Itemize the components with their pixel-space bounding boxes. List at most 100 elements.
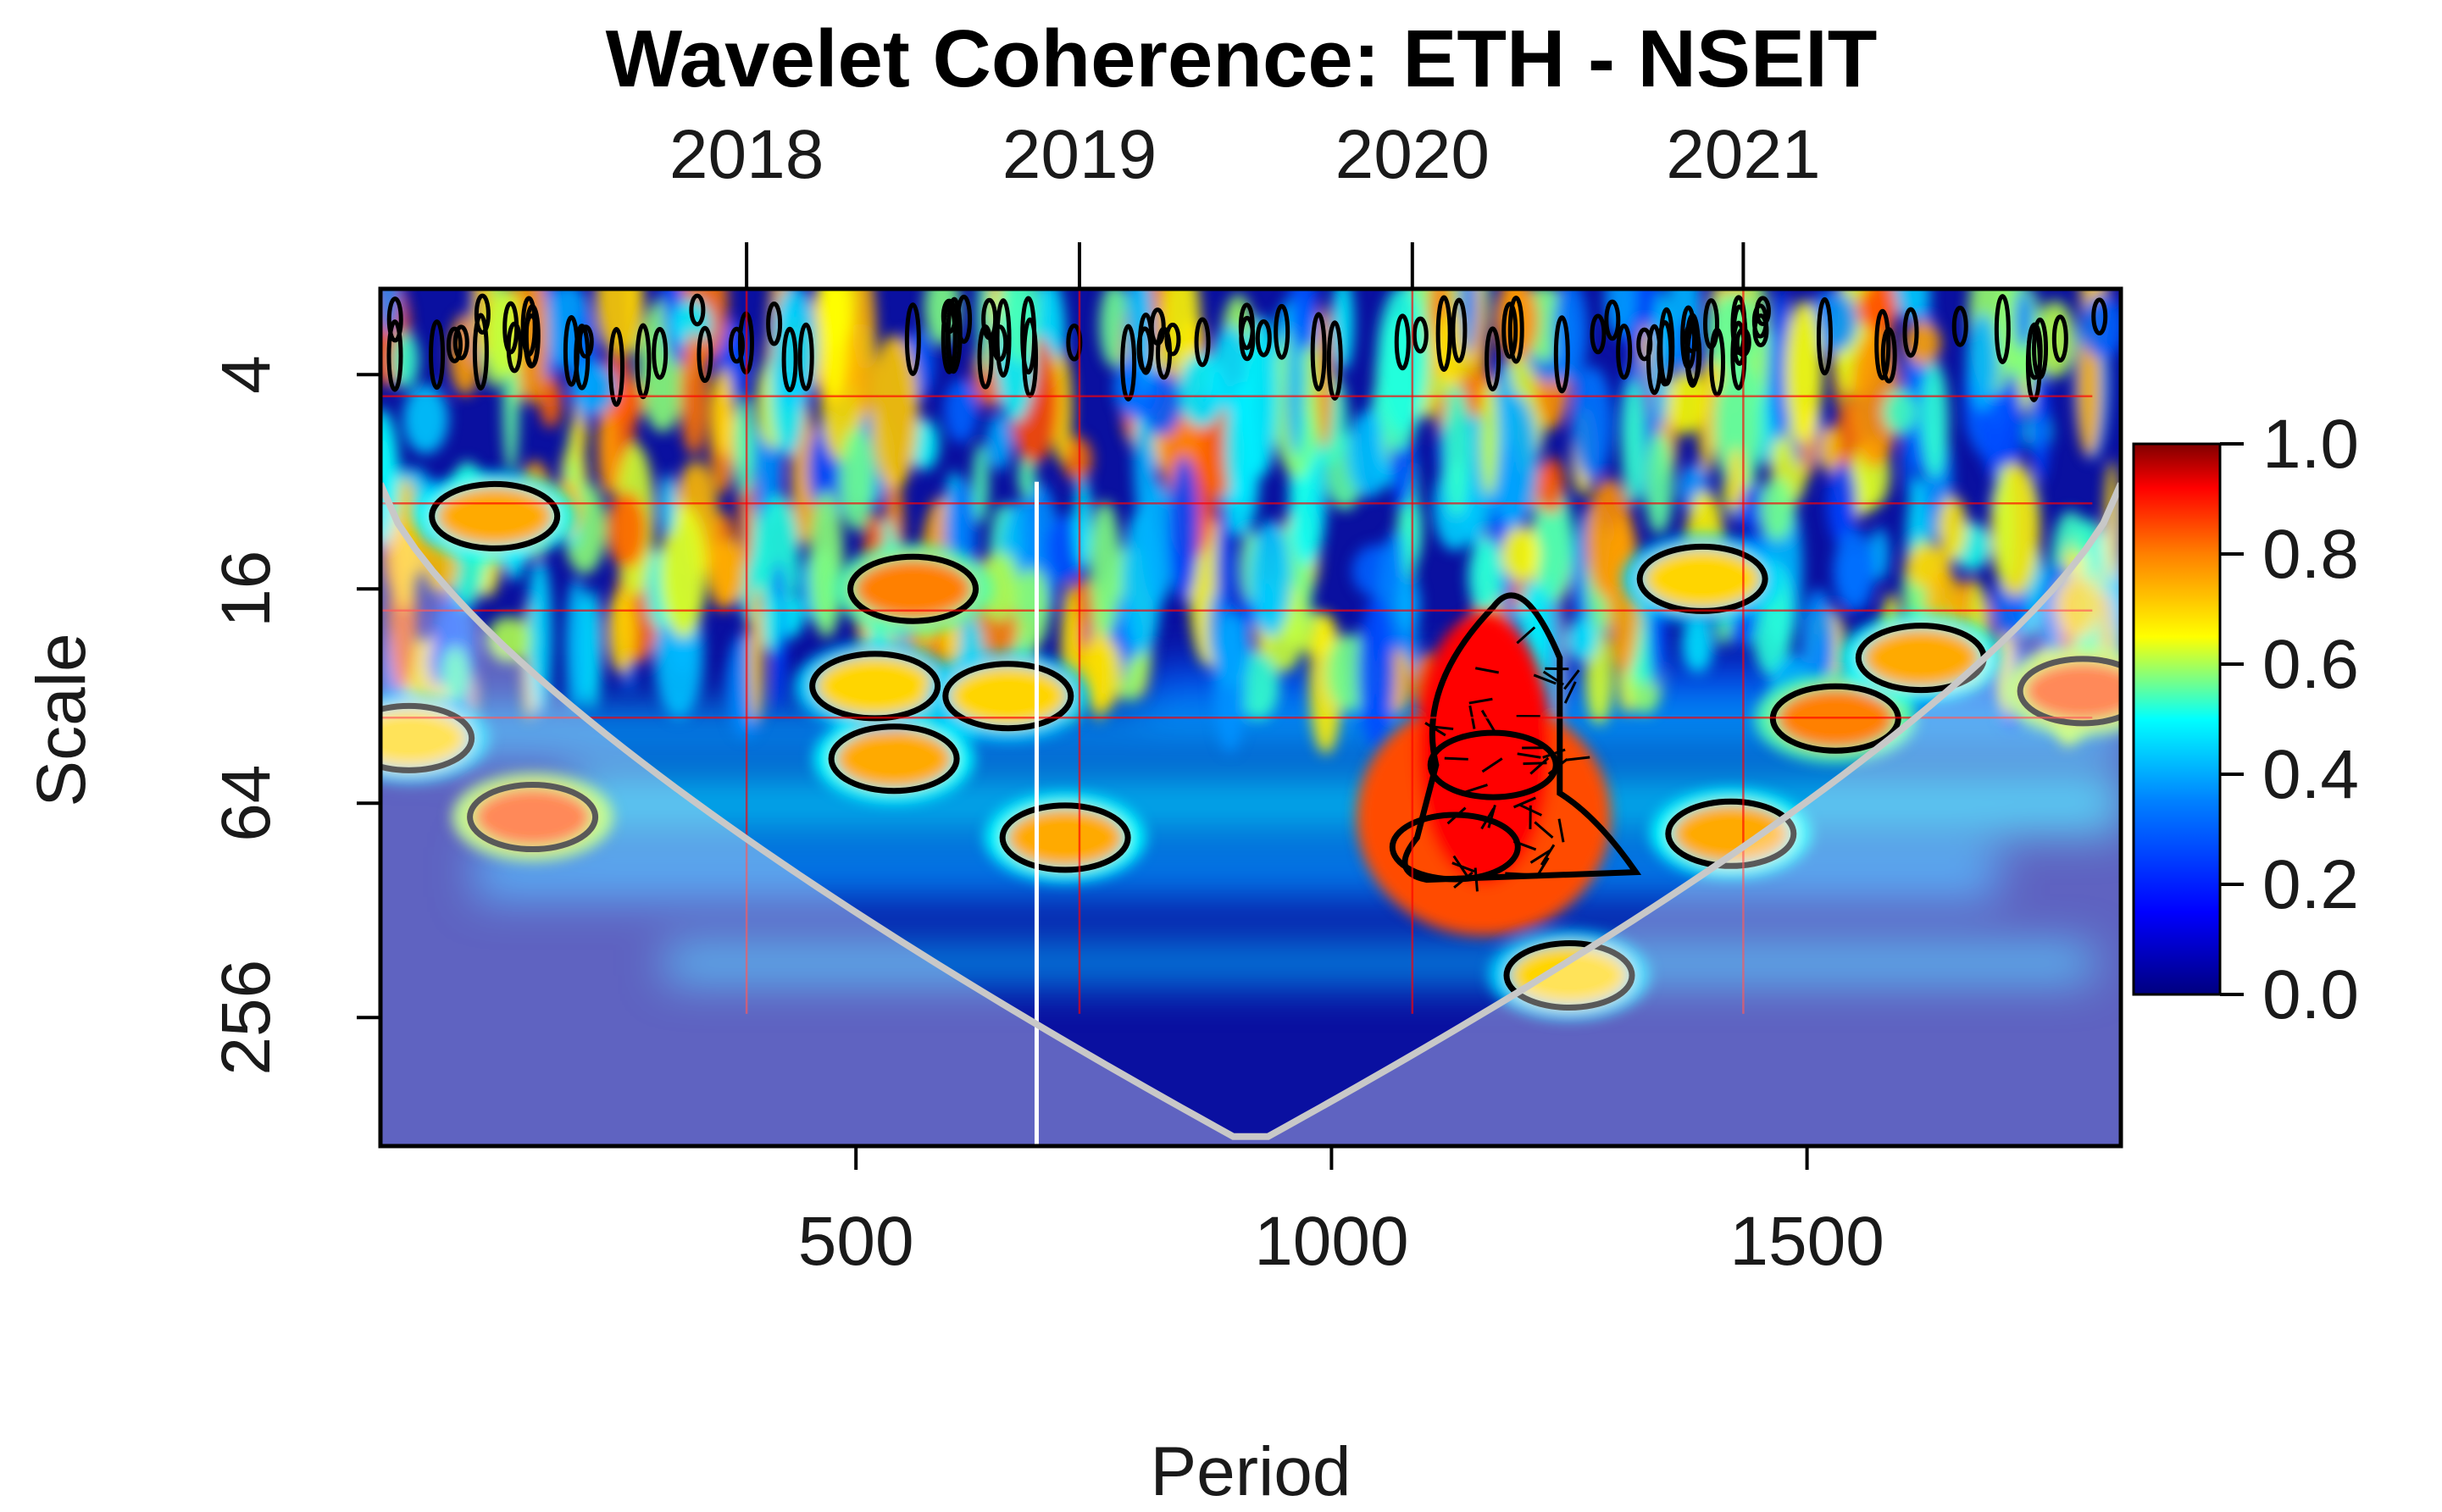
phase-arrow bbox=[1480, 709, 1496, 732]
significance-contour bbox=[1427, 729, 1559, 800]
speckle bbox=[1479, 382, 1499, 496]
speckle bbox=[1168, 456, 1200, 602]
speckle bbox=[944, 379, 979, 443]
speckle bbox=[972, 443, 989, 524]
speckle bbox=[1537, 457, 1565, 514]
phase-arrow bbox=[1468, 697, 1493, 705]
island-core bbox=[1643, 548, 1762, 610]
contour-streak bbox=[1752, 313, 1769, 347]
speckle bbox=[1346, 410, 1393, 498]
speckle bbox=[1904, 320, 1941, 366]
contour-streak bbox=[1137, 313, 1154, 375]
contour-streak bbox=[1658, 307, 1675, 386]
x-tick-label-1500: 1500 bbox=[1729, 1203, 1884, 1280]
island-core bbox=[435, 485, 554, 547]
colorbar-tick-label-0.8: 0.8 bbox=[2262, 516, 2359, 593]
colorbar-tick-label-1.0: 1.0 bbox=[2262, 406, 2359, 483]
coherence-band bbox=[665, 945, 2093, 980]
phase-arrow bbox=[1481, 757, 1503, 773]
phase-arrow bbox=[1563, 681, 1577, 704]
contour-streak bbox=[2032, 317, 2049, 380]
contour-streak bbox=[1394, 313, 1411, 371]
phase-arrow bbox=[1542, 670, 1564, 686]
speckle bbox=[1178, 352, 1226, 428]
speckle bbox=[1938, 496, 1967, 560]
contour-streak bbox=[995, 298, 1012, 378]
x-tick-label-1000: 1000 bbox=[1254, 1203, 1408, 1280]
contour-streak bbox=[697, 325, 713, 384]
speckle bbox=[680, 332, 708, 456]
significance-contour bbox=[1665, 798, 1797, 869]
phase-arrow bbox=[1474, 867, 1479, 892]
phase-arrow bbox=[1424, 722, 1446, 737]
speckle bbox=[1532, 480, 1573, 602]
island-core bbox=[473, 786, 592, 848]
speckle bbox=[839, 428, 874, 531]
contour-streak bbox=[506, 321, 523, 374]
colorbar-gradient bbox=[2132, 442, 2222, 996]
phase-arrow bbox=[1444, 756, 1468, 761]
contour-streak bbox=[977, 324, 994, 390]
colorbar-tick-label-0.2: 0.2 bbox=[2262, 846, 2359, 923]
speckle bbox=[607, 587, 637, 674]
phase-arrow bbox=[1519, 804, 1543, 817]
speckle bbox=[565, 578, 589, 712]
phase-arrow bbox=[1487, 804, 1496, 828]
phase-arrow bbox=[1542, 748, 1566, 759]
contour-streak bbox=[1501, 302, 1518, 359]
speckle bbox=[570, 362, 617, 415]
speckle bbox=[1921, 362, 1949, 479]
phase-arrow bbox=[1529, 849, 1552, 864]
contour-streak bbox=[429, 319, 446, 390]
speckle bbox=[1249, 520, 1292, 637]
phase-arrow bbox=[1474, 667, 1500, 674]
speckle bbox=[808, 490, 844, 639]
contour-streak bbox=[781, 326, 798, 393]
speckle bbox=[1729, 447, 1745, 508]
speckle bbox=[762, 590, 780, 653]
top-tick-label-2019: 2019 bbox=[1002, 116, 1157, 193]
phase-arrow bbox=[1557, 818, 1565, 843]
speckle bbox=[1074, 477, 1092, 570]
speckle bbox=[1357, 597, 1396, 748]
speckle bbox=[734, 396, 755, 496]
significance-contour bbox=[1503, 940, 1635, 1011]
island-core bbox=[380, 707, 469, 769]
speckle bbox=[1014, 568, 1050, 650]
speckle bbox=[1605, 289, 1637, 336]
significance-contour bbox=[942, 661, 1074, 732]
speckle bbox=[980, 551, 1020, 621]
speckle bbox=[606, 491, 647, 568]
phase-arrow bbox=[1446, 806, 1467, 825]
speckle bbox=[708, 539, 746, 607]
y-tick-label-16: 16 bbox=[208, 551, 285, 628]
speckle bbox=[1833, 529, 1876, 612]
speckle bbox=[1801, 589, 1836, 698]
speckle bbox=[1644, 432, 1674, 535]
contour-streak bbox=[1310, 312, 1327, 392]
speckle bbox=[2079, 295, 2121, 358]
colorbar-tick-label-0.0: 0.0 bbox=[2262, 956, 2359, 1033]
contour-streak bbox=[1120, 324, 1137, 402]
speckle bbox=[1770, 290, 1793, 442]
contour-streak bbox=[1902, 307, 1919, 358]
contour-streak bbox=[2051, 314, 2068, 363]
contour-streak bbox=[689, 293, 706, 327]
speckle bbox=[819, 289, 848, 403]
speckle bbox=[1995, 464, 2013, 584]
contour-streak bbox=[1994, 294, 2011, 364]
phase-arrow bbox=[1480, 807, 1496, 830]
island-core bbox=[1510, 944, 1629, 1006]
contour-streak bbox=[1485, 326, 1501, 392]
speckle bbox=[441, 646, 469, 703]
island-core bbox=[2023, 660, 2121, 722]
contour-streak bbox=[1874, 308, 1891, 380]
contour-streak bbox=[474, 293, 491, 335]
contour-streak bbox=[1684, 313, 1701, 388]
significance-contour bbox=[467, 782, 599, 853]
colorbar-tick-label-0.6: 0.6 bbox=[2262, 626, 2359, 703]
significance-contour bbox=[2017, 656, 2121, 727]
speckle bbox=[712, 368, 734, 456]
phase-arrow bbox=[1505, 872, 1529, 877]
